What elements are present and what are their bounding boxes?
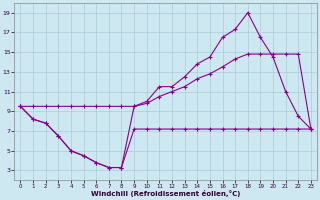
X-axis label: Windchill (Refroidissement éolien,°C): Windchill (Refroidissement éolien,°C): [91, 190, 240, 197]
